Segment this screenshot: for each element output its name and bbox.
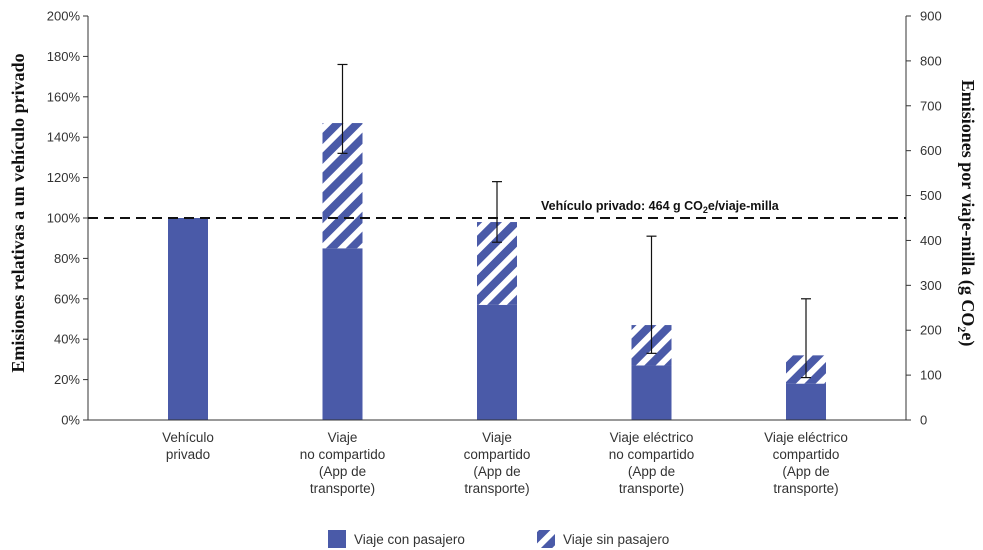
category-label: Viaje eléctrico compartido (App de transpor… bbox=[764, 430, 848, 496]
y2-tick-label: 0 bbox=[920, 413, 927, 428]
legend-label-solid: Viaje con pasajero bbox=[354, 532, 465, 547]
y-tick-label: 200% bbox=[47, 9, 81, 24]
error-bars bbox=[337, 63, 811, 379]
legend-swatch-solid bbox=[328, 530, 346, 548]
y-tick-label: 80% bbox=[54, 251, 80, 266]
category-label: Viaje no compartido (App de transporte) bbox=[300, 430, 386, 496]
legend-label-hatched: Viaje sin pasajero bbox=[563, 532, 669, 547]
legend-swatch-hatched bbox=[537, 530, 555, 548]
y-tick-label: 120% bbox=[47, 170, 81, 185]
y-axis-right: 0 100 200 300 400 500 600 700 800 900 bbox=[905, 9, 942, 428]
y2-tick-label: 700 bbox=[920, 98, 942, 113]
bar-segment-con-pasajero bbox=[322, 248, 363, 420]
y2-tick-label: 500 bbox=[920, 188, 942, 203]
bars bbox=[88, 123, 906, 421]
y-tick-label: 60% bbox=[54, 291, 80, 306]
category-label: Vehículo privado bbox=[162, 430, 214, 462]
y2-tick-label: 800 bbox=[920, 53, 942, 68]
bar-segment-con-pasajero bbox=[168, 218, 208, 420]
y2-tick-label: 600 bbox=[920, 143, 942, 158]
y-tick-label: 160% bbox=[47, 89, 81, 104]
bar-segment-con-pasajero bbox=[786, 383, 826, 420]
y2-tick-label: 300 bbox=[920, 278, 942, 293]
y-tick-label: 40% bbox=[54, 332, 80, 347]
y2-tick-label: 100 bbox=[920, 368, 942, 383]
y2-tick-label: 900 bbox=[920, 9, 942, 24]
y-axis-left: 0% 20% 40% 60% 80% 100% 120% 140% 160% 180% 200% bbox=[47, 9, 89, 428]
category-label: Viaje eléctrico no compartido (App de trans… bbox=[609, 430, 695, 496]
category-labels: Vehículo privado Viaje no compartido (App de… bbox=[162, 430, 848, 496]
legend: Viaje con pasajero Viaje sin pasajero bbox=[328, 530, 669, 548]
y2-tick-label: 200 bbox=[920, 323, 942, 338]
reference-line-label: Vehículo privado: 464 g CO2e/viaje-milla bbox=[541, 199, 780, 215]
y-tick-label: 180% bbox=[47, 49, 81, 64]
y-tick-label: 140% bbox=[47, 130, 81, 145]
y-tick-label: 0% bbox=[61, 413, 80, 428]
y2-axis-title: Emisiones por viaje-milla (g CO2e) bbox=[955, 80, 978, 347]
y2-tick-label: 400 bbox=[920, 233, 942, 248]
bar-segment-con-pasajero bbox=[631, 365, 672, 420]
category-label: Viaje compartido (App de transporte) bbox=[464, 430, 531, 496]
y-axis-title: Emisiones relativas a un vehículo privad… bbox=[8, 53, 28, 372]
bar-segment-con-pasajero bbox=[477, 304, 517, 420]
y-tick-label: 100% bbox=[47, 211, 81, 226]
y-tick-label: 20% bbox=[54, 372, 80, 387]
